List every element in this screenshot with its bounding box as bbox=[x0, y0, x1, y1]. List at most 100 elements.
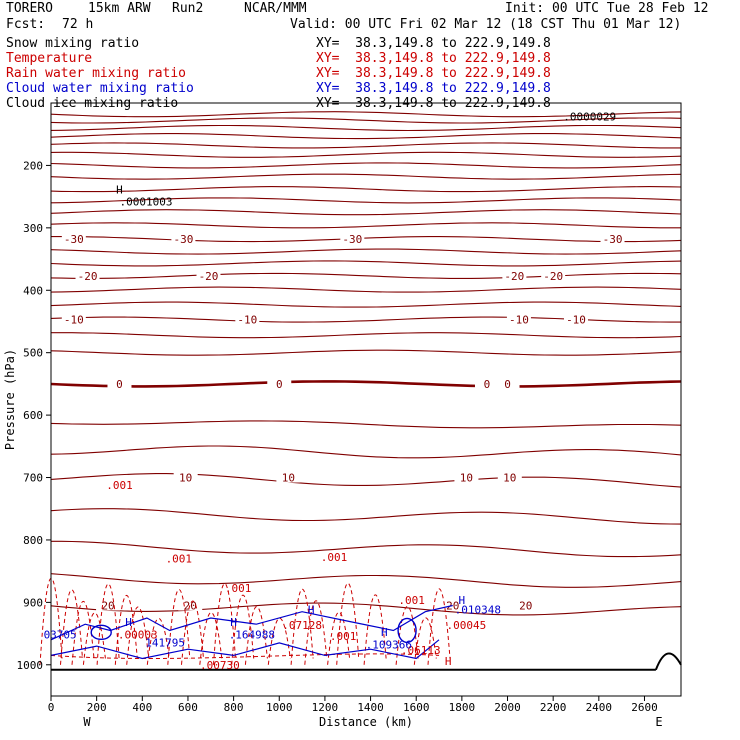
isotherm-6 bbox=[50, 162, 682, 169]
isotherm-0 bbox=[50, 111, 682, 118]
isotherm-21 bbox=[50, 380, 682, 388]
isotherm-label--20-0: -20 bbox=[78, 270, 98, 283]
x-tick-label-1: 200 bbox=[87, 701, 107, 714]
rain-contour-22 bbox=[427, 588, 451, 665]
isotherm-20 bbox=[50, 349, 682, 356]
isotherm-label--10-1: -10 bbox=[237, 314, 257, 327]
y-tick-label-0: 200 bbox=[23, 159, 43, 172]
x-tick-label-12: 2400 bbox=[586, 701, 613, 714]
header-org: NCAR/MMM bbox=[244, 1, 307, 16]
x-tick-label-11: 2200 bbox=[540, 701, 567, 714]
isotherm-label-10-3: 10 bbox=[503, 472, 516, 485]
rain-annotation-6: .07128 bbox=[282, 619, 322, 632]
isotherm-label-0-3: 0 bbox=[504, 378, 511, 391]
rain-annotation-1: .001 bbox=[166, 552, 193, 565]
isotherm-4 bbox=[50, 142, 681, 149]
isotherm-19 bbox=[51, 332, 682, 339]
rain-contour-9 bbox=[181, 600, 204, 665]
rain-annotation-4: .001 bbox=[398, 594, 425, 607]
x-tick-label-9: 1800 bbox=[449, 701, 476, 714]
isotherm-label-bg--10-0 bbox=[61, 313, 86, 325]
high-marker-3: H bbox=[230, 616, 237, 629]
x-end-label-right: E bbox=[655, 715, 662, 729]
x-tick-label-7: 1400 bbox=[357, 701, 384, 714]
isotherm-label-20-3: 20 bbox=[519, 599, 532, 612]
snow-annotation: .0000029 bbox=[563, 110, 616, 123]
header-init: Init: 00 UTC Tue 28 Feb 12 bbox=[505, 1, 709, 16]
cloud-water-contour-lower bbox=[50, 639, 440, 660]
isotherm-5 bbox=[50, 151, 682, 158]
rain-contour-21 bbox=[413, 617, 437, 665]
rain-contour-14 bbox=[267, 617, 291, 665]
isotherm-label-bg-10-0 bbox=[173, 471, 198, 483]
isotherm-25 bbox=[50, 508, 682, 525]
isotherm-label-bg--20-0 bbox=[75, 269, 100, 281]
isotherm-label--10-2: -10 bbox=[509, 314, 529, 327]
cloud-water-annotation-2: .164988 bbox=[229, 629, 275, 642]
isotherm-label-bg-10-3 bbox=[497, 471, 522, 483]
isotherm-label-bg-0-1 bbox=[267, 377, 292, 389]
legend-rain-xy: XY= 38.3,149.8 to 222.9,149.8 bbox=[316, 66, 551, 81]
x-tick-label-5: 1000 bbox=[266, 701, 293, 714]
cloud-water-annotation-1: 141795 bbox=[145, 637, 185, 650]
isotherm-label--20-2: -20 bbox=[504, 270, 524, 283]
header-run: Run2 bbox=[172, 1, 204, 16]
isotherm-label--10-0: -10 bbox=[64, 314, 84, 327]
high-marker-4: H bbox=[308, 604, 315, 617]
y-tick-label-8: 1000 bbox=[17, 659, 44, 672]
isotherm-23 bbox=[50, 445, 682, 459]
rain-contour-19 bbox=[363, 594, 387, 665]
isotherm-label-0-0: 0 bbox=[116, 378, 123, 391]
isotherm-label-0-2: 0 bbox=[484, 378, 491, 391]
isotherm-11 bbox=[50, 222, 681, 229]
high-marker-5: H bbox=[381, 626, 388, 639]
rain-annotation-5: .00003 bbox=[118, 629, 158, 642]
isotherm-label-10-2: 10 bbox=[460, 472, 473, 485]
isotherm-14 bbox=[50, 260, 682, 267]
isotherm-label-bg-20-2 bbox=[440, 599, 465, 611]
isotherm-2 bbox=[50, 124, 682, 132]
y-tick-label-2: 400 bbox=[23, 284, 43, 297]
isotherm-label-bg-20-3 bbox=[513, 599, 538, 611]
rain-contour-5 bbox=[114, 594, 138, 665]
isotherm-label-10-0: 10 bbox=[179, 472, 192, 485]
isotherm-label--30-2: -30 bbox=[342, 233, 362, 246]
isotherm-15 bbox=[50, 272, 682, 279]
rain-contour-17 bbox=[327, 611, 351, 665]
cloud-water-annotation-0: 03705 bbox=[44, 629, 77, 642]
header-fcst-value: 72 h bbox=[62, 17, 94, 32]
isotherm-8 bbox=[50, 186, 682, 193]
high-marker-6: H bbox=[459, 594, 466, 607]
header-fcst-label: Fcst: bbox=[6, 17, 46, 32]
cloud-water-cell-1 bbox=[397, 617, 417, 644]
isotherm-label-bg-0-2 bbox=[474, 377, 499, 389]
cloud-water-cell-0 bbox=[90, 624, 112, 641]
rain-contour-15 bbox=[290, 588, 314, 665]
y-tick-label-1: 300 bbox=[23, 222, 43, 235]
isotherm-label-bg-10-2 bbox=[454, 471, 479, 483]
rain-contour-20 bbox=[395, 606, 419, 665]
y-tick-label-4: 600 bbox=[23, 409, 43, 422]
isotherm-label--30-1: -30 bbox=[173, 233, 193, 246]
isotherm-label-bg--20-1 bbox=[196, 269, 221, 281]
rain-contour-4 bbox=[96, 583, 120, 665]
rain-contour-8 bbox=[167, 589, 191, 665]
isotherm-28 bbox=[50, 602, 682, 616]
isotherm-label-10-1: 10 bbox=[282, 472, 295, 485]
rain-contour-12 bbox=[231, 594, 255, 665]
rain-annotation-7: .001 bbox=[330, 630, 357, 643]
header-grid: 15km ARW bbox=[88, 1, 151, 16]
rain-annotation-2: .001 bbox=[225, 582, 252, 595]
isotherm-10 bbox=[50, 209, 682, 216]
isotherm-label--20-1: -20 bbox=[199, 270, 219, 283]
high-marker-0: H bbox=[116, 184, 123, 197]
high-marker-2: H bbox=[125, 616, 132, 629]
rain-contour-base bbox=[50, 653, 440, 659]
isotherm-13 bbox=[50, 248, 682, 255]
x-tick-label-10: 2000 bbox=[494, 701, 521, 714]
isotherm-label--20-3: -20 bbox=[543, 270, 563, 283]
y-tick-label-5: 700 bbox=[23, 472, 43, 485]
isotherm-label-bg--10-1 bbox=[235, 313, 260, 325]
x-tick-label-13: 2600 bbox=[631, 701, 658, 714]
